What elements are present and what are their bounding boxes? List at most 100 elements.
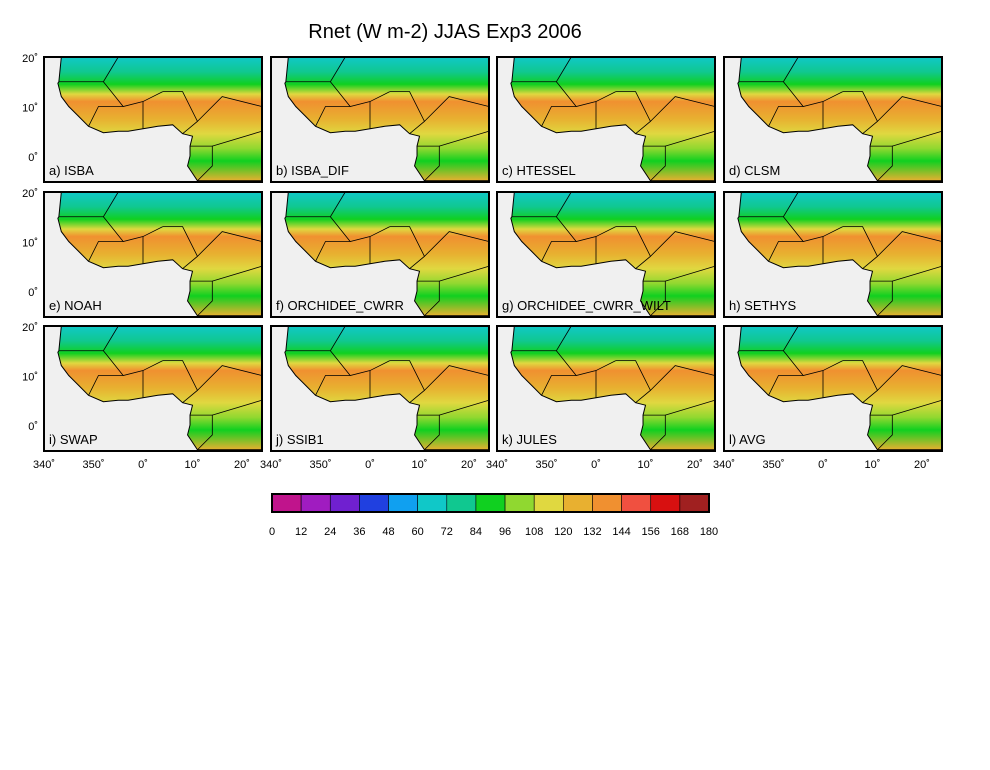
lon-label: 20˚ (687, 459, 703, 471)
country-border (424, 231, 489, 257)
colorbar-swatch (388, 493, 418, 513)
map-panel: h) SETHYS (723, 191, 943, 318)
country-border (768, 375, 804, 396)
colorbar-swatch (504, 493, 535, 513)
colorbar-tick-label: 24 (324, 526, 336, 538)
lon-label: 350˚ (762, 459, 784, 471)
panel-frame (723, 191, 943, 318)
country-border (842, 360, 878, 404)
panel-label: c) HTESSEL (502, 163, 576, 178)
panel-label: d) CLSM (729, 163, 780, 178)
country-border (197, 365, 262, 391)
country-border (650, 96, 715, 122)
country-border (665, 130, 715, 147)
country-border (877, 231, 942, 257)
panel-label: l) AVG (729, 432, 766, 447)
colorbar-swatch (271, 493, 302, 513)
map-panel: f) ORCHIDEE_CWRR (270, 191, 490, 318)
colorbar-swatch (446, 493, 477, 513)
country-border (615, 360, 651, 404)
country-border (197, 96, 262, 122)
country-border (783, 81, 843, 107)
lon-label: 20˚ (461, 459, 477, 471)
lat-label: 20˚ (22, 322, 38, 334)
lon-label: 20˚ (234, 459, 250, 471)
lon-label: 20˚ (914, 459, 930, 471)
country-border (417, 145, 440, 182)
country-border (439, 399, 489, 416)
lon-label: 340˚ (713, 459, 735, 471)
country-border (103, 81, 163, 107)
colorbar-frame (271, 493, 710, 513)
country-border (615, 91, 651, 135)
lat-label: 10˚ (22, 238, 38, 250)
country-border (389, 226, 425, 270)
colorbar-tick-label: 60 (412, 526, 424, 538)
country-border (892, 399, 942, 416)
lon-label: 340˚ (486, 459, 508, 471)
panel-frame (43, 325, 263, 452)
country-border (424, 365, 489, 391)
panel-label: k) JULES (502, 432, 557, 447)
country-border (330, 350, 390, 376)
country-border (892, 265, 942, 282)
country-border (650, 365, 715, 391)
country-border (212, 265, 262, 282)
colorbar-tick-label: 0 (269, 526, 275, 538)
colorbar-swatch (417, 493, 448, 513)
lon-label: 10˚ (185, 459, 201, 471)
country-border (556, 81, 616, 107)
panel-frame (270, 325, 490, 452)
country-border (190, 145, 213, 182)
colorbar-swatch (475, 493, 506, 513)
panel-label: b) ISBA_DIF (276, 163, 349, 178)
map-panel: e) NOAH (43, 191, 263, 318)
country-border (650, 231, 715, 257)
country-border (870, 280, 893, 317)
map-panel: d) CLSM (723, 56, 943, 183)
lon-label: 10˚ (638, 459, 654, 471)
panel-label: h) SETHYS (729, 298, 797, 313)
map-panel: g) ORCHIDEE_CWRR_WILT (496, 191, 716, 318)
colorbar-tick-label: 132 (583, 526, 601, 538)
lon-label: 0˚ (138, 459, 148, 471)
country-border (315, 375, 351, 396)
panel-frame (43, 191, 263, 318)
country-border (783, 350, 843, 376)
country-border (615, 226, 651, 270)
lat-label: 0˚ (28, 152, 38, 164)
country-border (162, 360, 198, 404)
country-border (330, 216, 390, 242)
colorbar-tick-label: 156 (642, 526, 660, 538)
country-border (162, 91, 198, 135)
colorbar-tick-label: 144 (612, 526, 630, 538)
lat-label: 10˚ (22, 103, 38, 115)
country-border (877, 365, 942, 391)
map-panel: b) ISBA_DIF (270, 56, 490, 183)
lon-label: 340˚ (260, 459, 282, 471)
country-border (541, 106, 577, 127)
country-border (892, 130, 942, 147)
lat-label: 20˚ (22, 188, 38, 200)
colorbar-tick-label: 180 (700, 526, 718, 538)
country-border (870, 414, 893, 451)
country-border (417, 280, 440, 317)
lon-label: 0˚ (365, 459, 375, 471)
colorbar-tick-label: 108 (525, 526, 543, 538)
country-border (212, 399, 262, 416)
lon-label: 350˚ (535, 459, 557, 471)
country-border (389, 360, 425, 404)
colorbar-swatch (621, 493, 652, 513)
country-border (417, 414, 440, 451)
country-border (439, 130, 489, 147)
panel-frame (43, 56, 263, 183)
country-border (643, 280, 666, 317)
country-border (88, 375, 124, 396)
country-border (315, 106, 351, 127)
colorbar-tick-label: 72 (441, 526, 453, 538)
country-border (389, 91, 425, 135)
country-border (842, 226, 878, 270)
lat-label: 20˚ (22, 53, 38, 65)
lat-label: 10˚ (22, 372, 38, 384)
